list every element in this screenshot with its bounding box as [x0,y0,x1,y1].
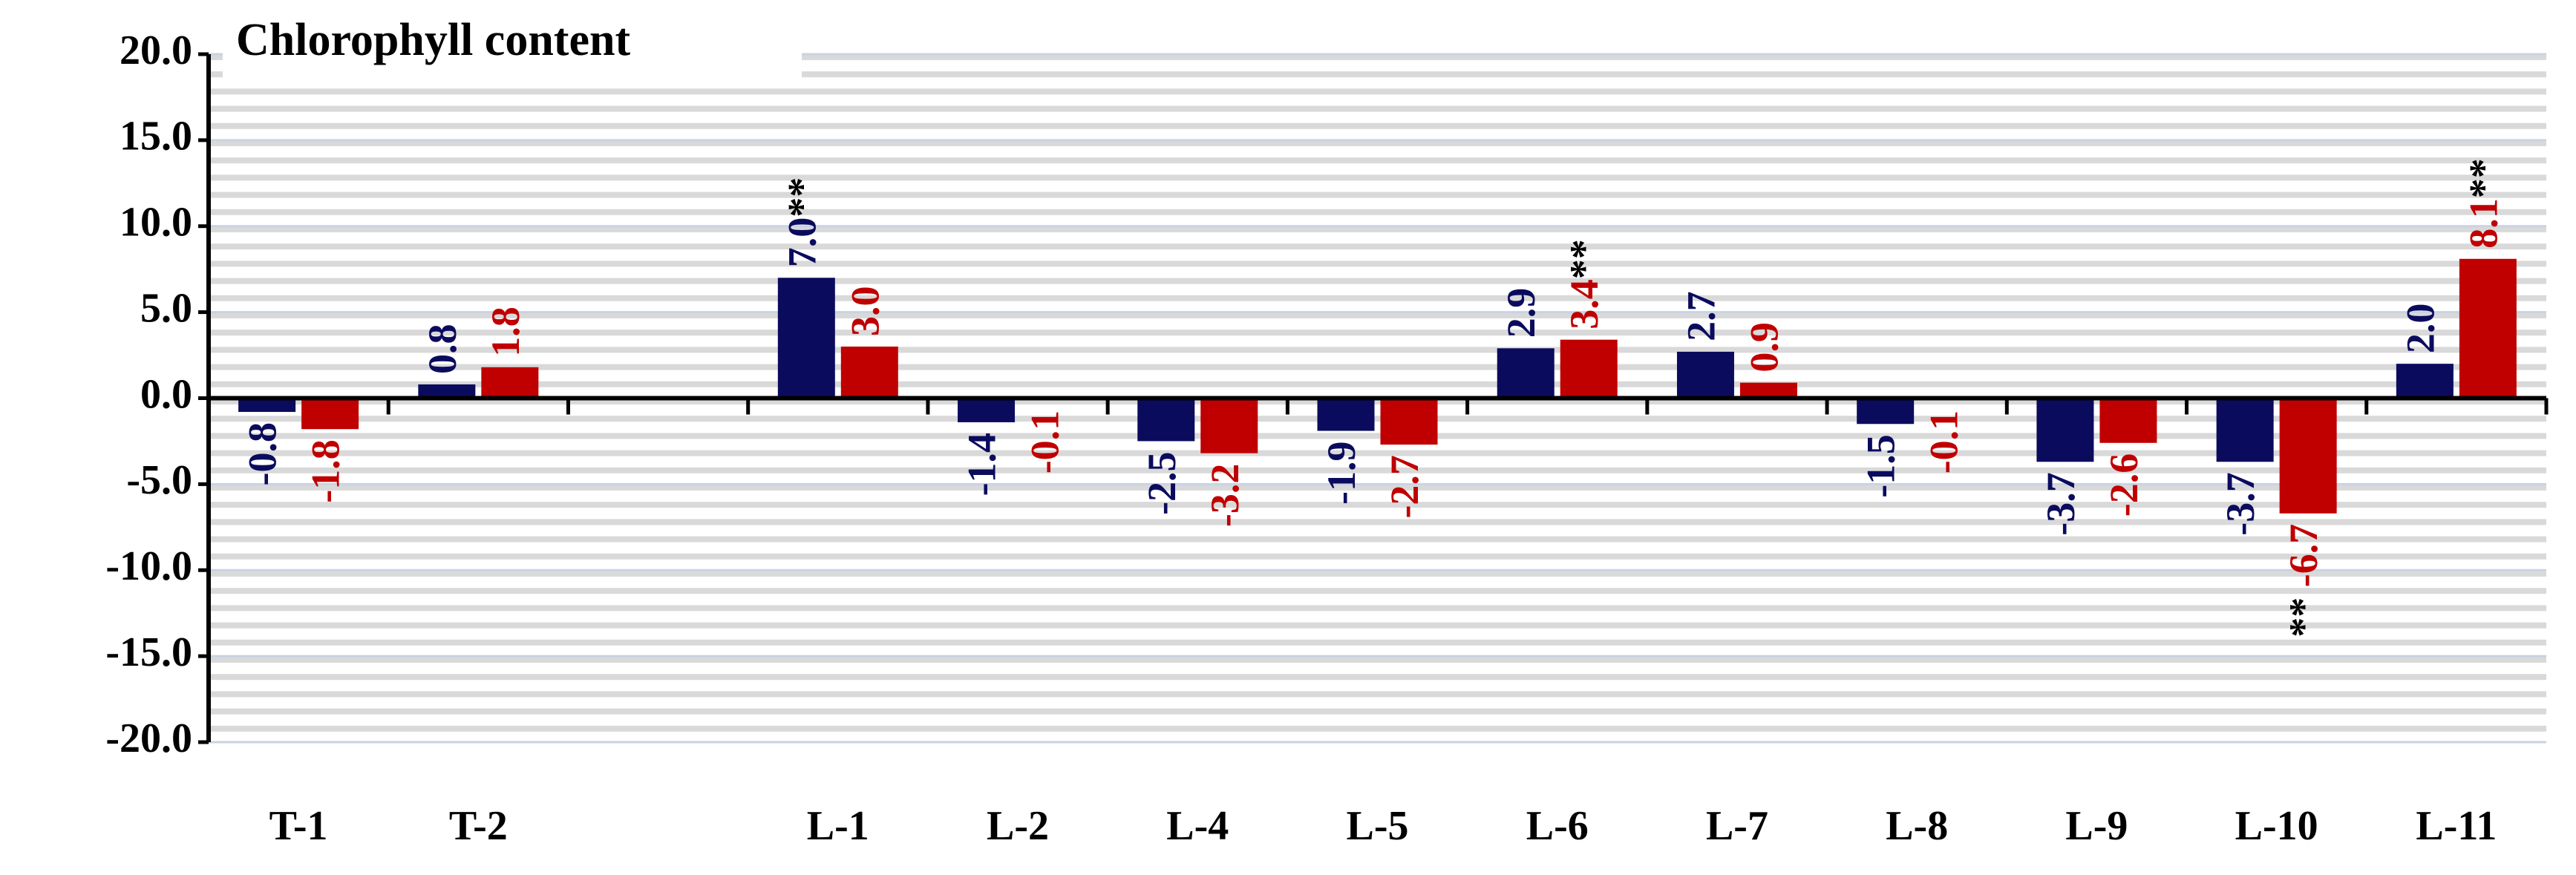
significance-marker: ** [2462,158,2506,198]
x-tick-label: L-2 [987,803,1049,849]
value-label-text: -3.2 [1203,464,1247,527]
x-tick-label: T-1 [269,803,328,849]
x-tick-label: L-1 [807,803,869,849]
bar [481,367,539,399]
value-label-text: -3.7 [2039,472,2083,535]
value-label: -0.8 [241,422,285,485]
value-label-text: -1.8 [304,439,348,502]
value-label-text: -2.7 [1382,455,1427,518]
value-label-text: -2.6 [2102,453,2146,517]
bar [1497,348,1555,399]
value-label: 2.0 [2399,304,2443,354]
bar [840,346,898,399]
value-label-text: -1.5 [1859,434,1903,497]
value-label: 1.8 [483,307,528,357]
x-tick-label: T-2 [449,803,508,849]
bar [2396,364,2454,399]
bar [777,278,835,399]
value-label: 0.8 [420,324,465,374]
value-label-text: -0.1 [1023,410,1068,473]
y-tick-label: 20.0 [120,27,192,73]
y-tick-label: 10.0 [120,200,192,246]
value-label: 0.9 [1742,322,1787,373]
value-label-text: 2.9 [1500,288,1544,338]
y-tick-label: -15.0 [105,629,192,675]
bar [1317,398,1375,431]
y-tick-label: 15.0 [120,114,192,160]
bar [1739,382,1797,399]
bar [1676,351,1734,399]
value-label: -2.7 [1382,455,1427,518]
bar [2216,398,2274,462]
y-tick-label: -20.0 [105,715,192,761]
value-label-text: -0.1 [1922,410,1967,473]
bar [1560,339,1618,399]
value-label-text: 2.0 [2399,304,2443,354]
bar [2279,398,2337,514]
value-label: -3.7 [2219,472,2263,535]
bar [1137,398,1195,442]
chart-title: Chlorophyll content [236,15,630,65]
value-label-text: 0.9 [1742,322,1787,373]
bar [2099,398,2157,443]
y-tick-label: 0.0 [140,371,192,417]
value-label: -0.1 [1922,410,1967,473]
significance-marker: ** [2282,587,2327,638]
value-label: 3.4** [1563,239,1607,330]
value-label: -0.1 [1023,410,1068,473]
x-tick-label: L-11 [2416,803,2497,849]
bar [1200,398,1258,453]
value-label-text: -2.5 [1140,451,1184,514]
y-tick-label: 5.0 [140,285,192,331]
value-label-text: -3.7 [2219,472,2263,535]
title-background [223,7,802,78]
value-label-text: -1.9 [1319,442,1364,505]
value-label: -1.4 [960,433,1004,496]
bar [958,398,1016,422]
x-tick-label: L-5 [1347,803,1409,849]
value-label: -1.9 [1319,442,1364,505]
bar [301,398,359,430]
bar [1380,398,1438,445]
x-tick-label: L-4 [1166,803,1229,849]
value-label: -2.5 [1140,451,1184,514]
value-label-text: 0.8 [420,324,465,374]
value-label: 3.0 [843,286,888,336]
value-label-text: 8.1 [2462,198,2506,249]
y-tick-label: -10.0 [105,543,192,589]
x-tick-label: L-8 [1886,803,1948,849]
value-label: 2.9 [1500,288,1544,338]
significance-marker: ** [1563,239,1607,279]
x-tick-label: L-10 [2235,803,2318,849]
value-label: 8.1** [2462,158,2506,249]
value-label-text: 3.4 [1563,279,1607,330]
y-tick-label: -5.0 [126,457,192,503]
bar [418,384,476,399]
value-label-text: 7.0 [780,217,825,268]
value-label: -1.5 [1859,434,1903,497]
x-tick-label: L-7 [1706,803,1768,849]
value-label: ** -6.7 [2282,524,2327,638]
value-label-text: 3.0 [843,286,888,336]
value-label: -3.7 [2039,472,2083,535]
value-label: -3.2 [1203,464,1247,527]
significance-marker: ** [780,177,825,217]
bar [238,398,296,413]
bar [1857,398,1915,425]
value-label: -1.8 [304,439,348,502]
x-tick-label: L-6 [1526,803,1589,849]
value-label-text: -6.7 [2282,524,2327,587]
value-label: 7.0** [780,177,825,268]
value-label: -2.6 [2102,453,2146,517]
x-tick-label: L-9 [2065,803,2128,849]
value-label-text: 1.8 [483,307,528,357]
value-label-text: 2.7 [1679,291,1724,341]
bar [2459,258,2517,399]
value-label-text: -0.8 [241,422,285,485]
value-label-text: -1.4 [960,433,1004,496]
value-label: 2.7 [1679,291,1724,341]
bar [2036,398,2094,462]
